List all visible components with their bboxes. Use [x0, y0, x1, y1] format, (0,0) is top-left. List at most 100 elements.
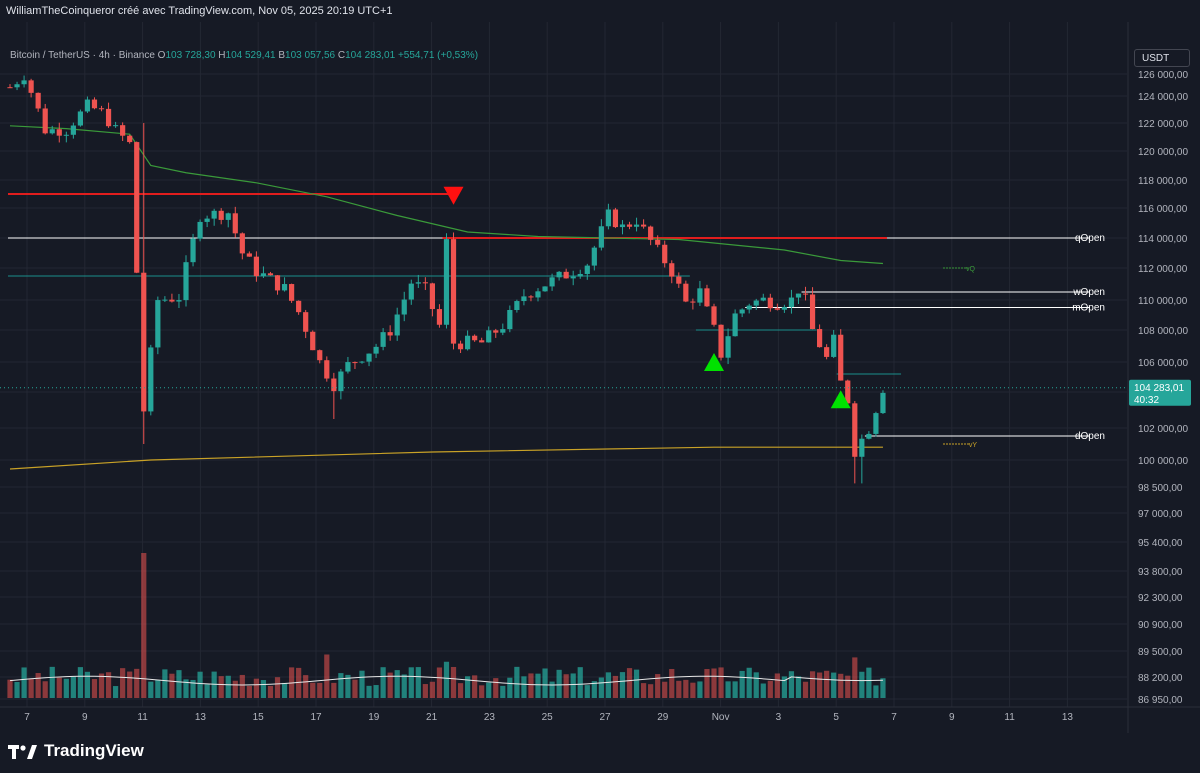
volume-bar [436, 667, 443, 698]
volume-bar [528, 673, 534, 698]
candle-body [394, 314, 400, 336]
volume-bar [190, 679, 196, 698]
candle-body [767, 297, 773, 309]
candle-body [711, 306, 717, 325]
candle-body [753, 300, 759, 306]
candle-body [612, 209, 619, 228]
time-tick-label: 19 [368, 712, 380, 723]
volume-bar [500, 685, 506, 698]
volume-bar [70, 676, 76, 698]
candle-body [605, 209, 611, 227]
candle-body [84, 99, 91, 112]
volume-bar [802, 681, 809, 698]
candle-body [63, 134, 69, 136]
candle-body [21, 80, 27, 85]
candle-body [190, 238, 196, 263]
volume-bar [120, 668, 126, 698]
candle-body [289, 284, 295, 301]
volume-bar [690, 682, 696, 698]
level-label: wOpen [1072, 287, 1105, 298]
price-tick-label: 98 500,00 [1138, 483, 1183, 494]
last-price-value: 104 283,01 [1134, 383, 1184, 394]
candle-body [162, 299, 168, 301]
volume-bar [486, 682, 492, 698]
volume-bar [542, 668, 548, 698]
candle-body [655, 239, 661, 245]
candle-body [732, 313, 738, 337]
candle-body [880, 392, 886, 414]
volume-bar [641, 683, 647, 698]
candle-body [598, 226, 604, 248]
volume-bar [42, 681, 48, 698]
candle-body [641, 224, 647, 227]
volume-bar [134, 668, 140, 698]
volume-bar [267, 685, 274, 698]
volume-bar [535, 673, 541, 698]
volume-bar [760, 683, 766, 698]
candle-body [626, 224, 633, 227]
chart-canvas[interactable]: 126 000,00 124 000,00 122 000,00 120 000,00… [0, 22, 1200, 733]
candle-body [317, 350, 323, 361]
candle-body [760, 297, 766, 301]
price-tick-label: 116 000,00 [1138, 204, 1188, 215]
volume-bar [260, 680, 267, 698]
candle-body [472, 335, 478, 341]
last-price-tag [1129, 379, 1191, 406]
legend-close: 104 283,01 [345, 50, 396, 61]
volume-bar [373, 685, 379, 698]
candle-body [338, 371, 344, 392]
candle-body [809, 294, 816, 330]
candle-body [824, 347, 830, 357]
candle-body [563, 271, 569, 279]
volume-bar [465, 676, 471, 698]
candle-body [148, 347, 154, 412]
volume-bar [232, 680, 238, 698]
volume-bar [626, 668, 633, 698]
candle-body [204, 218, 210, 222]
legend-high-label: H [218, 50, 226, 61]
currency-button[interactable]: USDT [1134, 49, 1190, 67]
price-tick-label: 90 900,00 [1138, 620, 1183, 631]
volume-bar [577, 667, 583, 698]
candle-body [401, 299, 407, 315]
volume-bar [169, 673, 175, 698]
volume-bar [753, 672, 759, 698]
time-tick-label: 17 [310, 712, 322, 723]
time-tick-label: 27 [599, 712, 611, 723]
tradingview-logo[interactable]: TradingView [8, 741, 144, 761]
candle-body [507, 309, 513, 330]
volume-bar [162, 669, 168, 698]
candle-body [781, 307, 787, 310]
candle-body [633, 224, 640, 227]
footer: TradingView [0, 733, 1200, 773]
candle-body [493, 330, 499, 333]
price-tick-label: 110 000,00 [1138, 296, 1188, 307]
volume-bar [683, 679, 689, 698]
candle-body [465, 335, 471, 350]
volume-bar [450, 666, 457, 698]
volume-bar [387, 672, 393, 698]
candle-body [246, 253, 252, 257]
price-tick-label: 122 000,00 [1138, 119, 1188, 130]
volume-bar [296, 667, 302, 698]
volume-bar [239, 674, 245, 698]
candle-body [274, 275, 281, 291]
volume-bar [873, 685, 879, 698]
candle-body [450, 239, 457, 344]
candle-body [542, 286, 548, 292]
volume-bar [704, 669, 710, 698]
chart-frame[interactable]: 126 000,00 124 000,00 122 000,00 120 000,00… [0, 22, 1200, 733]
candle-body [788, 297, 795, 308]
volume-bar [253, 678, 259, 698]
volume-bar [725, 681, 731, 698]
volume-bar [472, 675, 478, 698]
time-tick-label: 21 [426, 712, 438, 723]
candle-body [239, 233, 245, 254]
volume-bar [781, 676, 787, 698]
candle-body [746, 305, 752, 310]
legend-close-label: C [337, 50, 346, 61]
volume-bar [183, 679, 189, 698]
volume-bar [563, 674, 569, 698]
candle-body [690, 301, 696, 303]
price-tick-label: 118 000,00 [1138, 176, 1188, 187]
